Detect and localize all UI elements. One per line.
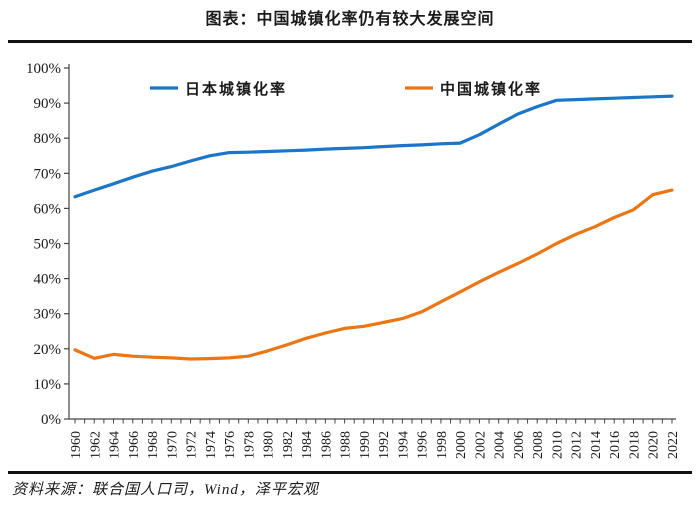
x-axis-label: 2014 (589, 431, 604, 459)
x-axis-label: 1990 (358, 431, 373, 459)
x-axis-label: 1986 (319, 431, 334, 459)
x-axis-label: 2010 (550, 431, 565, 459)
x-axis-label: 1964 (108, 431, 123, 459)
x-axis-label: 2002 (473, 431, 488, 459)
y-axis-label: 70% (34, 166, 62, 182)
y-axis-label: 90% (34, 96, 62, 112)
x-axis-label: 1976 (223, 431, 238, 459)
source-note: 资料来源：联合国人口司，Wind，泽平宏观 (12, 482, 319, 498)
legend-japan-label: 日本城镇化率 (185, 80, 287, 98)
y-axis-label: 100% (26, 61, 61, 77)
x-axis-label: 1994 (396, 431, 411, 459)
x-axis-label: 1988 (339, 431, 354, 459)
x-axis-label: 1974 (204, 431, 219, 459)
x-axis-label: 1984 (300, 431, 315, 459)
y-axis-label: 50% (34, 237, 62, 253)
x-axis-label: 1966 (127, 431, 142, 459)
legend-china-label: 中国城镇化率 (440, 80, 542, 98)
x-axis-label: 1998 (435, 431, 450, 459)
bottom-divider (8, 471, 692, 474)
y-axis-label: 60% (34, 201, 62, 217)
x-axis-label: 1996 (416, 431, 431, 459)
x-axis-label: 1980 (262, 431, 277, 459)
x-axis-label: 1982 (281, 431, 296, 459)
x-axis-label: 1960 (69, 431, 84, 459)
x-axis-label: 2006 (512, 431, 527, 459)
x-axis-label: 2020 (647, 431, 662, 459)
x-axis-label: 1970 (165, 431, 180, 459)
y-axis-label: 10% (34, 377, 62, 393)
y-axis-label: 80% (34, 131, 62, 147)
x-axis-label: 2008 (531, 431, 546, 459)
x-axis-label: 2022 (666, 431, 681, 459)
x-axis-label: 1962 (88, 431, 103, 459)
y-axis-label: 0% (41, 412, 61, 428)
y-axis-label: 20% (34, 342, 62, 358)
x-axis-label: 1978 (242, 431, 257, 459)
x-axis-label: 2004 (493, 431, 508, 459)
x-axis-label: 1972 (185, 431, 200, 459)
x-axis-label: 2018 (627, 431, 642, 459)
y-axis-label: 40% (34, 272, 62, 288)
x-axis-label: 2012 (570, 431, 585, 459)
x-axis-label: 1992 (377, 431, 392, 459)
series-line-japan (73, 94, 674, 199)
x-axis-label: 2016 (608, 431, 623, 459)
top-divider (8, 40, 692, 43)
y-axis-label: 30% (34, 307, 62, 323)
series-line-china (73, 188, 674, 361)
x-axis-label: 2000 (454, 431, 469, 459)
chart-title: 图表：中国城镇化率仍有较大发展空间 (205, 11, 495, 28)
x-axis-label: 1968 (146, 431, 161, 459)
